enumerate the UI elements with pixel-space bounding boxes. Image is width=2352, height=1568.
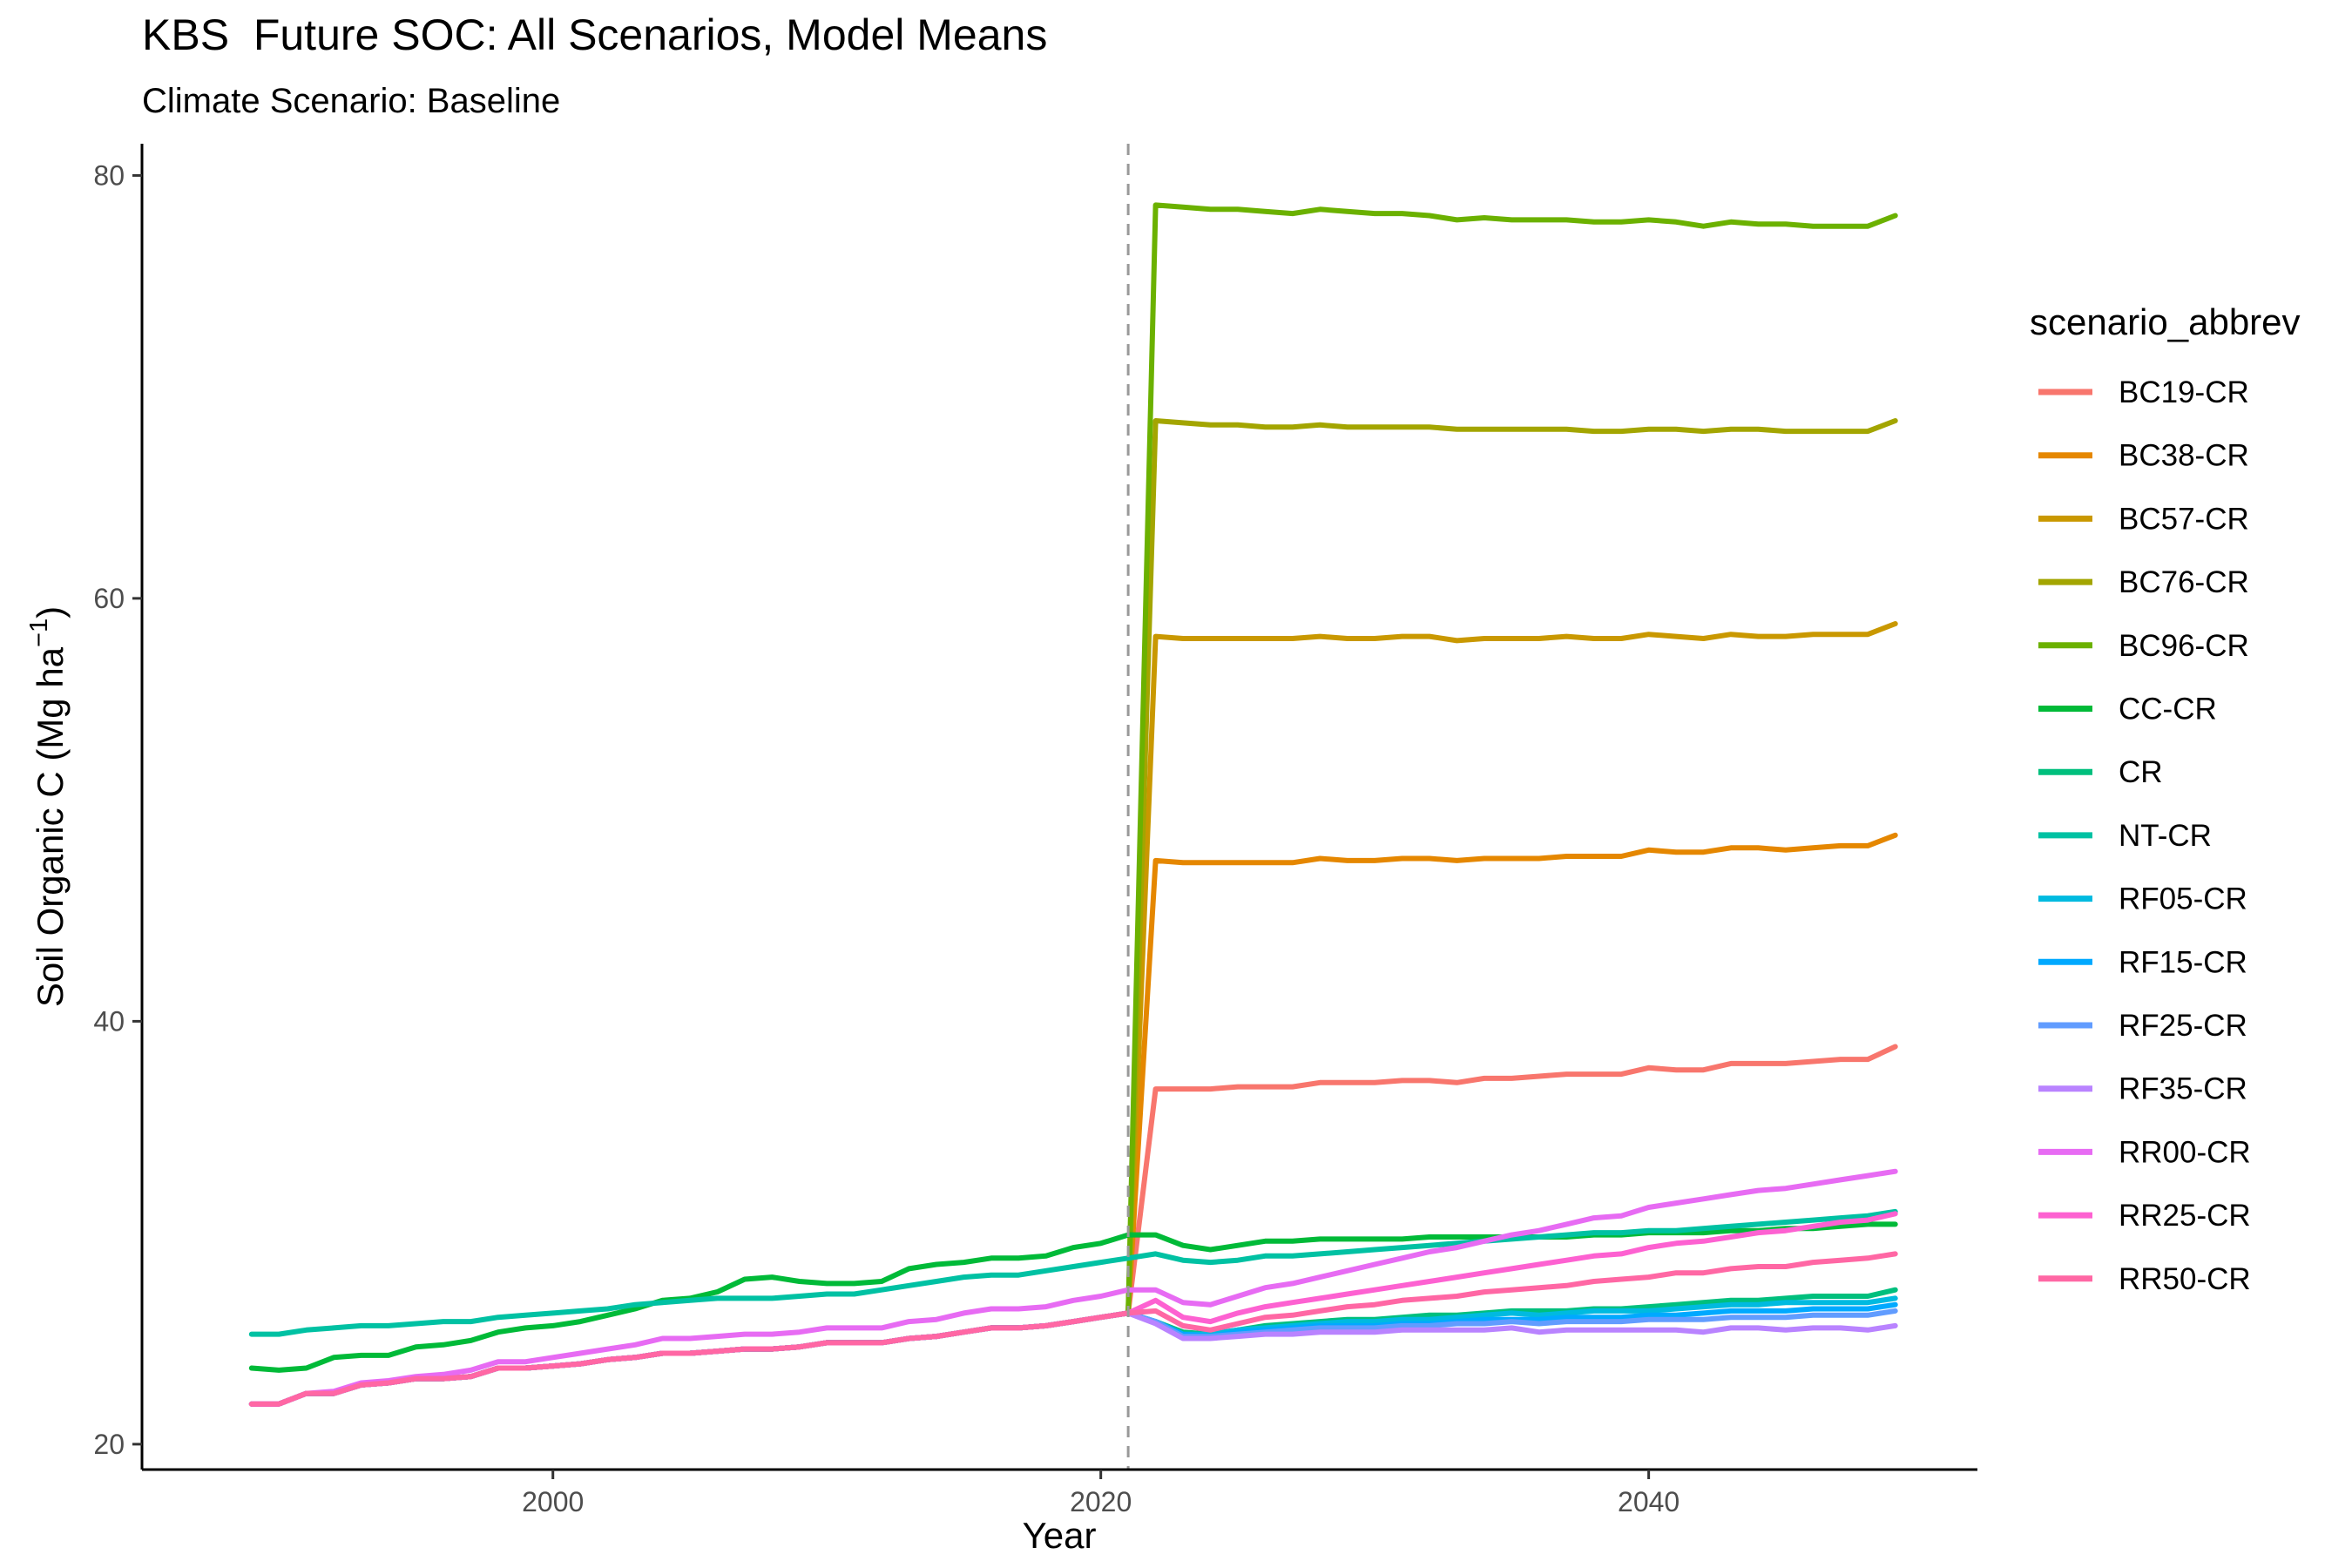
x-axis-label: Year: [1023, 1515, 1097, 1556]
legend-label-rf35-cr: RF35-CR: [2119, 1072, 2247, 1106]
legend-label-bc96-cr: BC96-CR: [2119, 629, 2249, 663]
legend-label-bc57-cr: BC57-CR: [2119, 502, 2249, 536]
y-tick-label: 40: [93, 1005, 125, 1037]
legend: scenario_abbrev BC19-CR BC38-CR BC57-CR BC7…: [2030, 301, 2301, 1296]
legend-title: scenario_abbrev: [2030, 301, 2301, 342]
legend-label-bc38-cr: BC38-CR: [2119, 439, 2249, 473]
plot-lines: [248, 202, 1898, 1407]
legend-label-cr: CR: [2119, 755, 2163, 789]
series-line-nt-cr: [248, 1208, 1898, 1337]
legend-label-cc-cr: CC-CR: [2119, 693, 2217, 727]
series-line-rr50-cr: [248, 1251, 1898, 1407]
x-tick-label: 2020: [1070, 1486, 1132, 1517]
x-axis-ticks: 2000 2020 2040: [522, 1470, 1680, 1517]
y-tick-label: 80: [93, 159, 125, 191]
legend-label-rr00-cr: RR00-CR: [2119, 1135, 2251, 1169]
y-tick-label: 20: [93, 1429, 125, 1460]
series-line-rr00-cr: [248, 1168, 1898, 1407]
legend-label-rf15-cr: RF15-CR: [2119, 945, 2247, 979]
chart-title: KBS Future SOC: All Scenarios, Model Mea…: [142, 10, 1047, 59]
x-tick-label: 2040: [1618, 1486, 1680, 1517]
y-axis-label: Soil Organic C (Mg ha−1): [25, 606, 71, 1007]
y-axis-label-close: ): [30, 606, 71, 618]
legend-label-bc76-cr: BC76-CR: [2119, 565, 2249, 599]
y-tick-label: 60: [93, 583, 125, 614]
legend-label-rr25-cr: RR25-CR: [2119, 1199, 2251, 1233]
legend-label-bc19-cr: BC19-CR: [2119, 375, 2249, 409]
y-axis-ticks: 20 40 60 80: [93, 159, 142, 1460]
legend-label-nt-cr: NT-CR: [2119, 819, 2212, 853]
y-axis-label-main: Soil Organic C (Mg ha: [30, 646, 71, 1007]
chart-subtitle: Climate Scenario: Baseline: [142, 82, 560, 120]
legend-label-rr50-cr: RR50-CR: [2119, 1262, 2251, 1296]
legend-items: BC19-CR BC38-CR BC57-CR BC76-CR BC96-CR CC-CR…: [2038, 375, 2251, 1296]
y-axis-label-exponent: −1: [25, 618, 53, 647]
legend-label-rf25-cr: RF25-CR: [2119, 1009, 2247, 1043]
legend-label-rf05-cr: RF05-CR: [2119, 882, 2247, 916]
x-tick-label: 2000: [522, 1486, 584, 1517]
